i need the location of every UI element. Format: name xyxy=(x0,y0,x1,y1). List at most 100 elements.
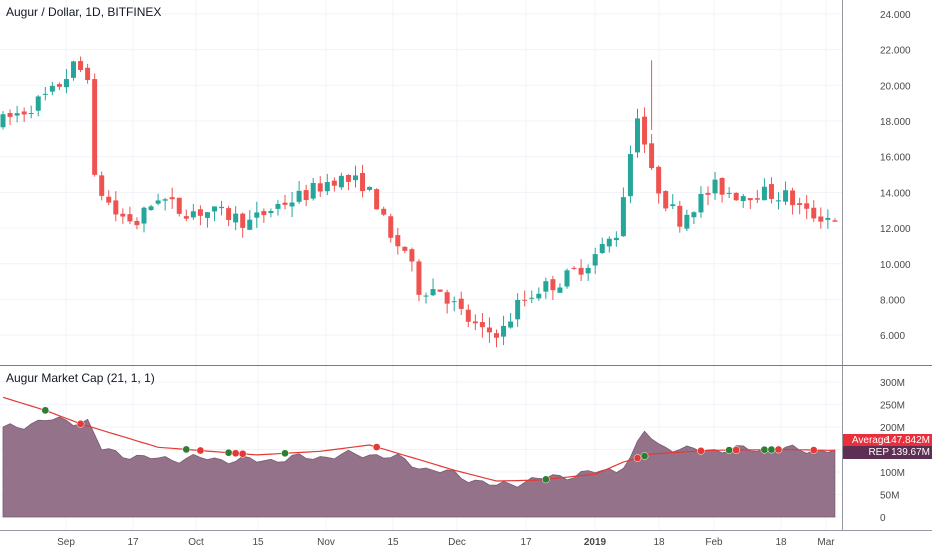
candlestick[interactable] xyxy=(635,108,640,158)
candlestick[interactable] xyxy=(522,290,528,307)
candlestick[interactable] xyxy=(324,173,330,196)
candlestick[interactable] xyxy=(381,206,387,217)
candlestick[interactable] xyxy=(494,329,499,348)
candlestick[interactable] xyxy=(219,200,225,216)
candlestick[interactable] xyxy=(127,206,133,225)
candlestick[interactable] xyxy=(71,60,76,81)
candlestick[interactable] xyxy=(642,107,648,153)
candlestick[interactable] xyxy=(14,105,20,123)
candlestick[interactable] xyxy=(677,200,683,233)
candlestick[interactable] xyxy=(627,145,633,204)
candlestick[interactable] xyxy=(501,315,507,346)
candlestick[interactable] xyxy=(204,212,210,228)
candlestick[interactable] xyxy=(134,217,140,230)
candlestick[interactable] xyxy=(649,134,655,171)
candlestick[interactable] xyxy=(395,227,401,255)
candlestick[interactable] xyxy=(508,312,514,329)
candlestick[interactable] xyxy=(712,171,718,200)
candlestick[interactable] xyxy=(63,69,69,94)
candlestick[interactable] xyxy=(797,197,803,215)
candlestick[interactable] xyxy=(35,95,41,117)
candlestick[interactable] xyxy=(761,178,767,201)
candlestick[interactable] xyxy=(606,236,612,253)
candlestick[interactable] xyxy=(197,205,203,226)
candlestick[interactable] xyxy=(183,209,189,222)
candlestick[interactable] xyxy=(811,200,817,222)
candlestick[interactable] xyxy=(783,181,789,206)
candlestick[interactable] xyxy=(479,312,485,338)
candlestick[interactable] xyxy=(705,186,711,206)
candlestick[interactable] xyxy=(92,73,98,177)
candlestick[interactable] xyxy=(768,177,774,204)
candlestick[interactable] xyxy=(818,207,824,229)
candlestick[interactable] xyxy=(409,247,415,272)
candlestick[interactable] xyxy=(790,187,796,215)
candlestick[interactable] xyxy=(240,212,246,238)
candlestick[interactable] xyxy=(465,304,471,328)
candlestick[interactable] xyxy=(691,211,697,224)
candlestick[interactable] xyxy=(564,268,570,289)
candlestick[interactable] xyxy=(472,314,478,331)
candlestick[interactable] xyxy=(212,206,217,222)
candlestick[interactable] xyxy=(776,192,781,210)
candlestick[interactable] xyxy=(331,177,337,192)
candlestick[interactable] xyxy=(49,81,55,96)
candlestick[interactable] xyxy=(268,208,274,218)
candlestick[interactable] xyxy=(557,283,563,294)
candlestick[interactable] xyxy=(543,277,549,299)
candlestick[interactable] xyxy=(613,231,619,247)
candlestick[interactable] xyxy=(599,237,605,255)
candlestick[interactable] xyxy=(620,187,626,237)
candlestick[interactable] xyxy=(28,105,34,119)
candlestick[interactable] xyxy=(832,218,838,222)
candlestick[interactable] xyxy=(282,194,288,210)
candlestick[interactable] xyxy=(21,107,27,123)
candlestick[interactable] xyxy=(754,189,760,204)
candlestick[interactable] xyxy=(458,291,464,316)
candlestick[interactable] xyxy=(684,209,690,232)
candlestick[interactable] xyxy=(78,56,84,73)
candlestick[interactable] xyxy=(141,206,147,233)
candlestick[interactable] xyxy=(275,200,281,216)
candlestick[interactable] xyxy=(42,86,48,101)
candlestick[interactable] xyxy=(261,208,267,223)
candlesticks[interactable] xyxy=(0,56,838,348)
candlestick[interactable] xyxy=(536,287,542,301)
candlestick[interactable] xyxy=(155,193,161,206)
candlestick[interactable] xyxy=(585,264,591,281)
candlestick[interactable] xyxy=(416,259,422,302)
candlestick[interactable] xyxy=(486,317,492,343)
candlestick[interactable] xyxy=(740,193,746,208)
candlestick[interactable] xyxy=(698,186,704,218)
candlestick[interactable] xyxy=(374,188,380,210)
candlestick[interactable] xyxy=(120,208,126,224)
candlestick[interactable] xyxy=(437,289,443,292)
candlestick[interactable] xyxy=(663,190,669,212)
candlestick[interactable] xyxy=(338,172,344,190)
candlestick[interactable] xyxy=(733,192,739,202)
candlestick[interactable] xyxy=(550,275,556,301)
candlestick[interactable] xyxy=(162,197,168,211)
candlestick[interactable] xyxy=(719,177,725,203)
candlestick[interactable] xyxy=(656,165,662,204)
candlestick[interactable] xyxy=(226,205,232,227)
candlestick[interactable] xyxy=(56,82,62,90)
candlestick[interactable] xyxy=(247,210,253,231)
candlestick[interactable] xyxy=(190,203,196,220)
candlestick[interactable] xyxy=(176,197,182,217)
candlestick[interactable] xyxy=(317,176,323,198)
candlestick[interactable] xyxy=(254,201,260,228)
candlestick[interactable] xyxy=(388,213,394,243)
candlestick[interactable] xyxy=(571,266,577,270)
candlestick[interactable] xyxy=(353,165,358,188)
candlestick[interactable] xyxy=(423,292,429,304)
candlestick[interactable] xyxy=(430,278,436,297)
candlestick[interactable] xyxy=(747,198,753,210)
candlestick[interactable] xyxy=(451,296,457,312)
candlestick[interactable] xyxy=(804,195,810,220)
candlestick[interactable] xyxy=(592,247,598,274)
candlestick[interactable] xyxy=(310,177,316,201)
candlestick[interactable] xyxy=(99,171,105,201)
